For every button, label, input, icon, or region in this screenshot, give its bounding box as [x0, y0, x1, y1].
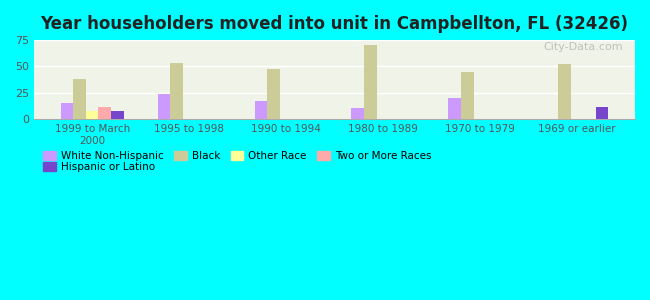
Bar: [255, 101, 267, 119]
Bar: [352, 108, 364, 119]
Bar: [98, 106, 111, 119]
Bar: [60, 103, 73, 119]
Bar: [364, 45, 376, 119]
Text: City-Data.com: City-Data.com: [543, 43, 623, 52]
Bar: [170, 63, 183, 119]
Bar: [157, 94, 170, 119]
Bar: [448, 98, 461, 119]
Title: Year householders moved into unit in Campbellton, FL (32426): Year householders moved into unit in Cam…: [40, 15, 629, 33]
Bar: [86, 111, 98, 119]
Bar: [111, 111, 124, 119]
Bar: [596, 106, 608, 119]
Bar: [267, 69, 280, 119]
Bar: [461, 72, 474, 119]
Bar: [73, 79, 86, 119]
Legend: Hispanic or Latino: Hispanic or Latino: [39, 158, 159, 176]
Bar: [558, 64, 571, 119]
